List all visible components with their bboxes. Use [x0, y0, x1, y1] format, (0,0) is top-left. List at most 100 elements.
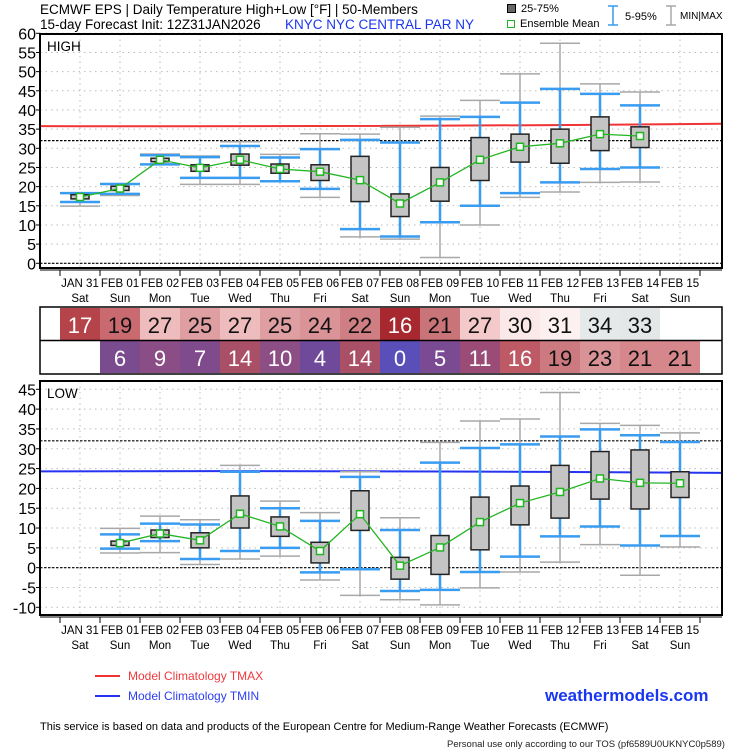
x-day-label: Sun — [110, 293, 130, 305]
mean-marker — [435, 543, 445, 552]
strip-cell — [620, 308, 660, 340]
mean-marker — [635, 478, 645, 488]
x-date-label: FEB 01 — [101, 278, 139, 290]
legend-5-95: 5-95% — [625, 11, 657, 23]
x-date-label: FEB 15 — [661, 278, 699, 290]
mean-marker — [155, 155, 165, 165]
mean-marker — [675, 478, 685, 488]
y-tick-label: 60 — [18, 26, 36, 43]
strip-value: 14 — [348, 346, 372, 371]
y-tick-label: -10 — [13, 600, 36, 617]
strip-cell — [540, 341, 580, 373]
mean-marker — [515, 142, 525, 152]
strip-cell — [340, 308, 380, 340]
mean-marker — [155, 529, 165, 538]
x-day-label: Sat — [71, 640, 89, 652]
strip-value: 21 — [668, 346, 692, 371]
legend-iqr: 25-75% — [507, 3, 559, 15]
panel-low: -10 -5 0 5 10 15 20 25 30 35 40 45 LOW JAN 31 Sat FEB 0… — [13, 380, 723, 652]
strip-cell — [420, 308, 460, 340]
strip-cell — [100, 308, 140, 340]
mean-marker — [555, 139, 565, 148]
x-day-label: Wed — [508, 293, 531, 305]
legend-mean: Ensemble Mean — [507, 18, 600, 30]
y-tick-label: 15 — [18, 199, 36, 216]
mean-marker — [235, 509, 245, 519]
mean-marker — [195, 163, 205, 173]
x-date-label: FEB 02 — [141, 278, 179, 290]
x-date-label: FEB 04 — [221, 278, 260, 290]
mean-marker — [235, 155, 245, 165]
x-date-label: FEB 08 — [381, 278, 419, 290]
mean-marker — [275, 164, 285, 174]
strip-value: 16 — [508, 346, 532, 371]
strip-value: 27 — [228, 313, 252, 338]
strip-value: 19 — [548, 346, 572, 371]
strip-value: 17 — [68, 313, 92, 338]
strip-cell — [460, 341, 500, 373]
mean-marker — [115, 538, 125, 548]
x-date-label: FEB 07 — [341, 625, 379, 637]
strip-value: 11 — [469, 346, 492, 371]
mean-marker-icon — [507, 20, 515, 28]
x-date-label: FEB 12 — [541, 625, 579, 637]
plot-frame — [39, 380, 723, 616]
strip-value: 14 — [228, 346, 252, 371]
x-date-label: FEB 03 — [181, 625, 219, 637]
strip-value: 6 — [114, 346, 126, 371]
x-day-label: Thu — [550, 640, 570, 652]
mean-marker — [555, 487, 565, 497]
y-tick-label: 0 — [27, 256, 36, 273]
x-day-label: Tue — [470, 293, 489, 305]
strip-cell — [660, 341, 700, 373]
station-name: KNYC NYC CENTRAL PAR NY — [285, 17, 475, 32]
strip-cell — [260, 308, 300, 340]
mean-marker — [475, 517, 485, 527]
legend-tmin-climatology: Model Climatology TMIN — [128, 689, 260, 703]
strip-value: 21 — [428, 313, 452, 338]
legend-minmax: MIN|MAX — [680, 11, 723, 22]
x-date-label: FEB 13 — [581, 278, 619, 290]
y-tick-label: 40 — [18, 402, 36, 419]
brand-link[interactable]: weathermodels.com — [545, 686, 709, 705]
x-day-label: Thu — [270, 640, 290, 652]
tos-text: Personal use only according to our TOS (… — [447, 739, 725, 750]
strip-value: 30 — [508, 313, 532, 338]
p5-95-whisker-icon — [608, 5, 618, 26]
strip-cell — [180, 341, 220, 373]
x-date-label: FEB 06 — [301, 625, 339, 637]
x-date-label: FEB 14 — [621, 625, 660, 637]
x-date-label: JAN 31 — [61, 625, 99, 637]
strip-value: 22 — [348, 313, 372, 338]
strip-value: 27 — [468, 313, 492, 338]
forecast-init: 15-day Forecast Init: 12Z31JAN2026 — [40, 17, 261, 32]
panel-label: HIGH — [47, 39, 81, 54]
y-tick-label: 15 — [18, 501, 36, 518]
iqr-box-icon — [507, 4, 516, 13]
mean-marker — [315, 546, 325, 556]
x-day-label: Wed — [228, 293, 251, 305]
strip-cell — [380, 341, 420, 373]
mean-marker — [275, 522, 285, 531]
x-day-label: Sat — [351, 293, 369, 305]
x-day-label: Thu — [550, 293, 570, 305]
strip-cell — [100, 341, 140, 373]
mean-marker — [355, 175, 365, 185]
mean-marker — [315, 167, 325, 176]
x-date-label: FEB 05 — [261, 625, 299, 637]
x-date-label: FEB 08 — [381, 625, 419, 637]
mean-marker — [635, 131, 645, 141]
x-day-label: Sun — [390, 640, 410, 652]
strip-value: 4 — [314, 346, 326, 371]
strip-value: 21 — [628, 346, 652, 371]
y-tick-label: 10 — [18, 521, 36, 538]
x-date-label: FEB 12 — [541, 278, 579, 290]
mean-marker — [195, 536, 205, 545]
strip-cell — [60, 308, 100, 340]
mean-marker — [435, 178, 445, 187]
x-day-label: Fri — [593, 640, 606, 652]
legend-tmax-climatology: Model Climatology TMAX — [128, 669, 264, 683]
strip-cell — [260, 341, 300, 373]
strip-cell — [220, 308, 260, 340]
x-day-label: Fri — [313, 293, 326, 305]
